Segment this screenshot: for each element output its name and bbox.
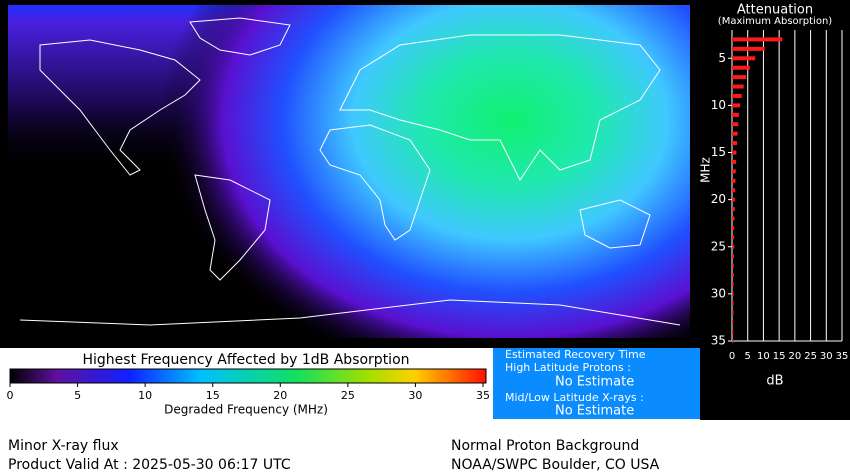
bar — [732, 75, 747, 80]
x-tick-label: 30 — [820, 351, 833, 362]
bar — [732, 263, 734, 268]
attenuation-title: Attenuation — [737, 3, 813, 18]
y-tick-label: 10 — [711, 98, 726, 112]
bar — [732, 235, 735, 240]
colorbar-label: Degraded Frequency (MHz) — [164, 403, 328, 417]
bar — [732, 329, 734, 334]
bar — [732, 197, 735, 202]
colorbar-tick-label: 35 — [476, 389, 490, 402]
bar — [732, 56, 756, 61]
valid-time: Product Valid At : 2025-05-30 06:17 UTC — [8, 457, 291, 473]
bar — [732, 301, 734, 306]
bar — [732, 150, 737, 155]
bar — [732, 122, 739, 127]
y-tick-label: 20 — [711, 192, 726, 206]
bar — [732, 103, 741, 108]
bar — [732, 84, 744, 89]
colorbar-tick-label: 20 — [273, 389, 287, 402]
y-axis-label: MHz — [699, 157, 713, 183]
bar — [732, 273, 734, 278]
y-tick-label: 30 — [711, 286, 726, 300]
bar — [732, 291, 734, 296]
bar — [732, 216, 735, 221]
x-tick-label: 15 — [773, 351, 786, 362]
dayside-absorption — [160, 5, 690, 338]
y-tick-label: 25 — [711, 239, 726, 253]
bar — [732, 225, 735, 230]
map — [8, 5, 690, 338]
colorbar-panel — [0, 348, 493, 420]
recovery-title: Estimated Recovery Time — [505, 348, 646, 361]
y-tick-label: 5 — [718, 51, 726, 65]
high-latitude-value: No Estimate — [555, 375, 634, 390]
colorbar-title: Highest Frequency Affected by 1dB Absorp… — [82, 352, 409, 368]
bar — [732, 46, 765, 51]
source: NOAA/SWPC Boulder, CO USA — [451, 457, 660, 473]
bar — [732, 320, 734, 325]
x-axis-label: dB — [766, 374, 783, 389]
x-tick-label: 35 — [836, 351, 849, 362]
bar — [732, 207, 735, 212]
bar — [732, 178, 736, 183]
proton-status: Normal Proton Background — [451, 438, 639, 454]
bar — [732, 188, 736, 193]
colorbar — [9, 368, 487, 384]
bar — [732, 310, 734, 315]
y-tick-label: 35 — [711, 334, 726, 348]
bar — [732, 65, 750, 70]
x-tick-label: 5 — [745, 351, 751, 362]
colorbar-tick-label: 15 — [206, 389, 220, 402]
recovery-panel — [493, 348, 700, 419]
bar — [732, 159, 737, 164]
colorbar-tick-label: 5 — [74, 389, 81, 402]
bar — [732, 141, 738, 146]
bar — [732, 93, 742, 98]
x-tick-label: 25 — [804, 351, 817, 362]
bar — [732, 244, 735, 249]
dark-corner — [700, 348, 850, 420]
x-tick-label: 20 — [788, 351, 801, 362]
colorbar-tick-label: 0 — [7, 389, 14, 402]
low-latitude-label: Mid/Low Latitude X-rays : — [505, 391, 644, 404]
bar — [732, 339, 734, 343]
high-latitude-label: High Latitude Protons : — [505, 361, 631, 374]
bar — [732, 37, 783, 42]
low-latitude-value: No Estimate — [555, 404, 634, 419]
bar — [732, 112, 739, 117]
colorbar-tick-label: 10 — [138, 389, 152, 402]
colorbar-tick-label: 30 — [408, 389, 422, 402]
bar — [732, 254, 734, 259]
x-tick-label: 0 — [729, 351, 735, 362]
x-tick-label: 10 — [757, 351, 770, 362]
bar — [732, 169, 736, 174]
coastlines — [19, 17, 681, 326]
xray-status: Minor X-ray flux — [8, 438, 119, 454]
attenuation-subtitle: (Maximum Absorption) — [718, 16, 832, 27]
colorbar-tick-label: 25 — [341, 389, 355, 402]
bar — [732, 131, 738, 136]
y-tick-label: 15 — [711, 145, 726, 159]
bar — [732, 282, 734, 287]
